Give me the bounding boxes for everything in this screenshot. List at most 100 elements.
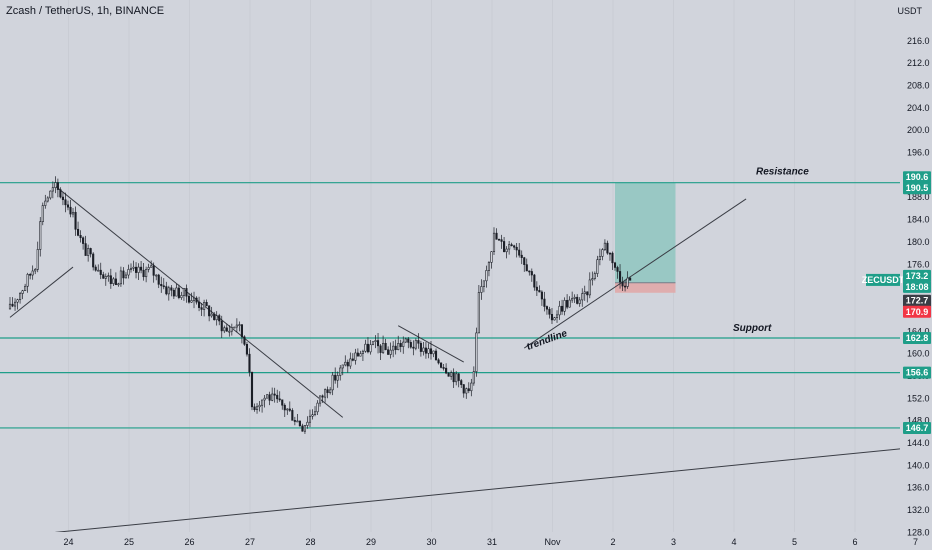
candle-body [450, 372, 453, 377]
candle-body [301, 425, 304, 432]
candle-body [253, 406, 256, 410]
price-tick-label: 140.0 [907, 460, 930, 470]
candle-body [374, 340, 377, 342]
candle-body [240, 324, 243, 338]
candle-body [308, 415, 312, 423]
candle-body [132, 266, 135, 269]
candle-body [429, 348, 433, 355]
candle-body [21, 290, 24, 294]
candle-body [467, 388, 470, 392]
candle-body [74, 211, 77, 230]
candle-body [525, 264, 528, 272]
badge-resistance-text: 190.6 [906, 172, 929, 182]
candle-body [34, 269, 37, 272]
candle-body [586, 291, 589, 296]
badge-support [903, 332, 931, 345]
price-tick-label: 144.0 [907, 438, 930, 448]
badge-level-156-text: 156.6 [906, 368, 929, 378]
position-zones [615, 182, 676, 293]
trendline[interactable] [9, 266, 74, 318]
candle-body [601, 249, 604, 257]
candle-body [243, 336, 246, 345]
candle-body [434, 350, 438, 361]
candle-body [155, 274, 158, 277]
candle-body [346, 361, 349, 367]
candle-body [261, 399, 264, 406]
trendline[interactable] [523, 198, 747, 349]
candle-body [475, 332, 478, 372]
candle-body [185, 288, 188, 297]
candle-body [626, 277, 629, 287]
candle-body [389, 349, 392, 355]
price-tick-label: 128.0 [907, 527, 930, 537]
candle-body [624, 285, 627, 288]
candle-body [384, 342, 387, 351]
candle-body [545, 306, 548, 310]
candle-body [271, 393, 274, 401]
candle-body [361, 350, 364, 354]
candle-body [339, 367, 342, 376]
candle-body [472, 371, 475, 384]
candle-body [553, 317, 556, 321]
candle-body [611, 252, 614, 264]
candle-body [71, 211, 75, 215]
currency-unit: USDT [897, 6, 923, 16]
candle-body [114, 278, 117, 286]
candle-body [321, 395, 324, 398]
candle-body [39, 221, 42, 250]
candle-body [583, 291, 586, 294]
candle-body [422, 347, 425, 352]
horizontal-levels[interactable] [0, 182, 900, 429]
badge-countdown [903, 280, 931, 293]
candle-body [225, 327, 228, 332]
candle-body [147, 267, 150, 270]
candle-body [523, 257, 526, 265]
candle-body [233, 326, 236, 329]
candle-body [127, 269, 130, 276]
candle-body [606, 242, 609, 254]
time-axis-panel[interactable] [0, 532, 900, 550]
candle-body [228, 330, 231, 333]
candle-body [84, 243, 87, 256]
time-axis: 24 25 26 27 28 29 30 31 Nov 2 3 4 5 6 7 [63, 537, 918, 547]
time-tick-label: 2 [610, 537, 615, 547]
candle-body [102, 274, 105, 279]
candle-body [528, 270, 531, 273]
candle-body [79, 235, 82, 239]
candle-body [447, 372, 450, 377]
candle-body [402, 341, 405, 347]
candle-body [286, 408, 289, 411]
time-tick-label: 29 [366, 537, 376, 547]
candle-body [482, 280, 485, 287]
stop-zone [615, 282, 676, 293]
badge-entry-text: 172.7 [906, 296, 929, 306]
candle-body [59, 189, 62, 198]
candle-body [329, 389, 332, 393]
candle-body [578, 299, 581, 304]
candlestick-series [8, 176, 632, 435]
candle-body [82, 237, 85, 244]
candle-body [568, 299, 571, 308]
candle-body [112, 278, 115, 284]
candle-body [535, 286, 538, 291]
price-tick-label: 132.0 [907, 505, 930, 515]
candle-body [445, 367, 448, 374]
time-tick-label: 4 [731, 537, 736, 547]
resistance-label: Resistance [756, 167, 809, 178]
time-tick-label: 24 [63, 537, 73, 547]
trendline[interactable] [55, 448, 903, 533]
candle-body [598, 256, 601, 260]
candle-body [281, 399, 284, 406]
candle-body [548, 308, 551, 315]
candle-body [561, 305, 564, 312]
time-tick-label: 28 [305, 537, 315, 547]
candle-body [319, 395, 322, 404]
candle-body [336, 375, 339, 381]
trendlines[interactable] [9, 185, 903, 533]
candle-body [492, 232, 496, 252]
candle-body [31, 270, 34, 276]
price-tick-label: 164.0 [907, 326, 930, 336]
candle-body [538, 290, 541, 293]
